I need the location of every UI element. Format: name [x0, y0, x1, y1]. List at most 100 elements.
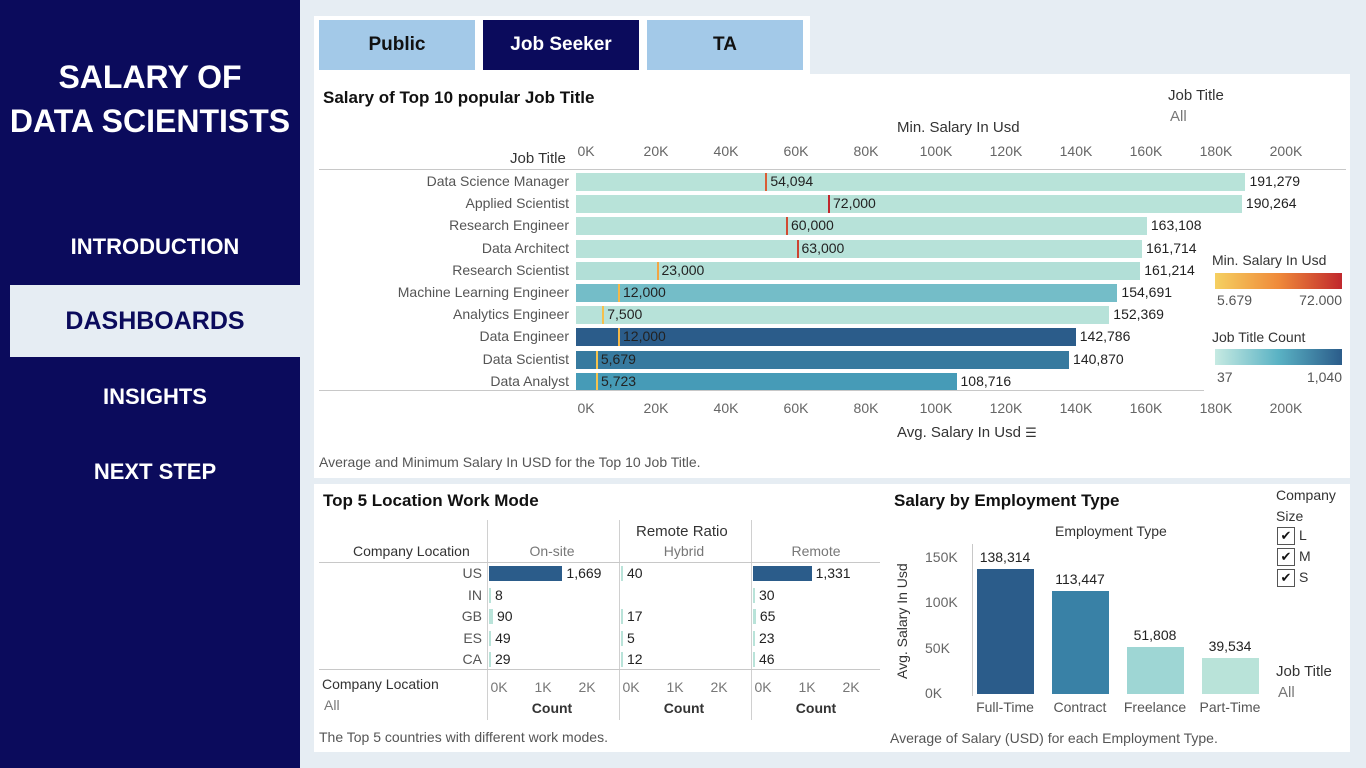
work-mode-bar [621, 609, 623, 624]
min-salary-label: 72,000 [833, 195, 876, 212]
footer-divider [319, 669, 880, 670]
count-axis-tick: 1K [798, 679, 816, 695]
avg-salary-label: 161,714 [1145, 239, 1197, 256]
top10-filter-label: Job Title [1168, 87, 1224, 104]
legend-min-high: 72.000 [1299, 292, 1342, 308]
company-size-checkbox[interactable]: ✔ [1277, 569, 1295, 587]
company-size-checkbox[interactable]: ✔ [1277, 527, 1295, 545]
job-title-label: Research Engineer [449, 217, 569, 234]
min-salary-marker [828, 195, 830, 214]
company-size-label: S [1299, 569, 1309, 585]
country-label: ES [463, 629, 482, 646]
work-mode-bar [621, 630, 623, 646]
avg-salary-bar [576, 328, 1076, 347]
company-size-label-2: Size [1276, 508, 1304, 524]
avg-salary-label: 154,691 [1121, 284, 1173, 300]
nav-dashboards[interactable]: DASHBOARDS [10, 285, 300, 357]
top10-row-header: Job Title [510, 150, 566, 167]
top10-footer-divider [319, 390, 1204, 391]
job-title-label: Data Analyst [490, 372, 569, 389]
work-mode-bar [753, 566, 812, 581]
work-mode-header: Remote [791, 543, 841, 559]
job-title-label: Analytics Engineer [453, 306, 569, 323]
employment-bar [1127, 647, 1184, 694]
employment-category-label: Freelance [1123, 699, 1187, 715]
work-mode-bar [753, 587, 755, 603]
app-title: SALARY OF DATA SCIENTISTS [0, 55, 300, 143]
work-mode-value: 40 [627, 565, 643, 581]
work-mode-bar [489, 630, 492, 646]
top-axis-tick: 40K [713, 143, 739, 159]
employment-filter-value[interactable]: All [1278, 684, 1295, 701]
sort-icon[interactable]: ☰ [1025, 425, 1037, 440]
work-mode-bar [621, 566, 623, 581]
avg-salary-bar [576, 350, 1070, 369]
count-axis-tick: 0K [622, 679, 640, 695]
avg-salary-bar [576, 372, 957, 391]
job-title-label: Data Architect [481, 239, 569, 256]
count-axis-tick: 2K [578, 679, 596, 695]
avg-salary-bar [576, 239, 1142, 258]
min-salary-marker [596, 372, 599, 391]
legend-count-low: 37 [1217, 369, 1233, 385]
avg-salary-bar [576, 195, 1242, 214]
count-axis-tick: 0K [490, 679, 508, 695]
employment-value-label: 138,314 [979, 548, 1031, 565]
y-axis-tick: 150K [925, 549, 958, 566]
job-title-label: Data Engineer [479, 328, 569, 345]
location-row-header: Company Location [353, 543, 470, 559]
tab-job-seeker[interactable]: Job Seeker [483, 20, 639, 70]
count-axis-tick: 1K [666, 679, 684, 695]
country-label: IN [468, 586, 482, 603]
work-mode-bar [489, 652, 491, 667]
employment-panel: Salary by Employment Type Employment Typ… [880, 484, 1350, 752]
work-mode-value: 49 [495, 629, 511, 646]
work-mode-value: 1,669 [566, 565, 602, 581]
min-salary-label: 23,000 [661, 261, 705, 278]
work-mode-header: Hybrid [663, 543, 705, 559]
nav-insights[interactable]: INSIGHTS [10, 361, 300, 433]
location-col-header: Remote Ratio [636, 523, 728, 540]
app-title-line-1: SALARY OF [58, 59, 242, 95]
top10-filter-value[interactable]: All [1170, 108, 1187, 125]
avg-salary-bar [576, 217, 1147, 236]
company-size-filter: Company Size [1276, 485, 1336, 527]
min-salary-marker [595, 350, 598, 369]
min-salary-marker [656, 261, 659, 280]
tab-public[interactable]: Public [319, 20, 475, 70]
work-mode-value: 29 [495, 651, 511, 667]
company-size-checkbox[interactable]: ✔ [1277, 548, 1295, 566]
avg-salary-label: 190,264 [1245, 195, 1297, 212]
nav-insights-label: INSIGHTS [103, 384, 207, 409]
work-mode-value: 30 [759, 586, 775, 603]
tab-ta[interactable]: TA [647, 20, 803, 70]
nav-dashboards-label: DASHBOARDS [65, 306, 245, 335]
nav-introduction[interactable]: INTRODUCTION [10, 211, 300, 283]
work-mode-bar [489, 609, 493, 624]
employment-filter-label: Job Title [1276, 663, 1332, 680]
top10-panel: Salary of Top 10 popular Job Title Job T… [314, 74, 1350, 478]
work-mode-value: 8 [495, 586, 503, 603]
job-title-label: Data Science Manager [426, 173, 569, 189]
employment-title: Salary by Employment Type [894, 491, 1120, 510]
top-axis-tick: 200K [1269, 143, 1303, 159]
legend-min-title: Min. Salary In Usd [1212, 252, 1327, 268]
employment-bar [977, 568, 1034, 694]
job-title-label: Research Scientist [452, 261, 569, 278]
avg-salary-label: 108,716 [960, 372, 1012, 389]
work-mode-value: 65 [759, 608, 776, 624]
location-filter-value[interactable]: All [324, 697, 340, 713]
min-salary-label: 54,094 [770, 173, 814, 189]
min-salary-label: 5,723 [601, 372, 637, 389]
nav-next-step[interactable]: NEXT STEP [10, 436, 300, 508]
avg-salary-bar [576, 173, 1246, 191]
y-axis-line [972, 544, 973, 696]
job-title-label: Applied Scientist [465, 195, 569, 212]
tab-job-seeker-label: Job Seeker [510, 34, 612, 55]
min-salary-label: 63,000 [801, 239, 845, 256]
tab-ta-label: TA [713, 34, 737, 55]
avg-salary-label: 152,369 [1113, 306, 1164, 323]
avg-salary-label: 163,108 [1150, 217, 1202, 234]
employment-value-label: 39,534 [1208, 638, 1252, 655]
avg-salary-label: 161,214 [1144, 261, 1195, 278]
